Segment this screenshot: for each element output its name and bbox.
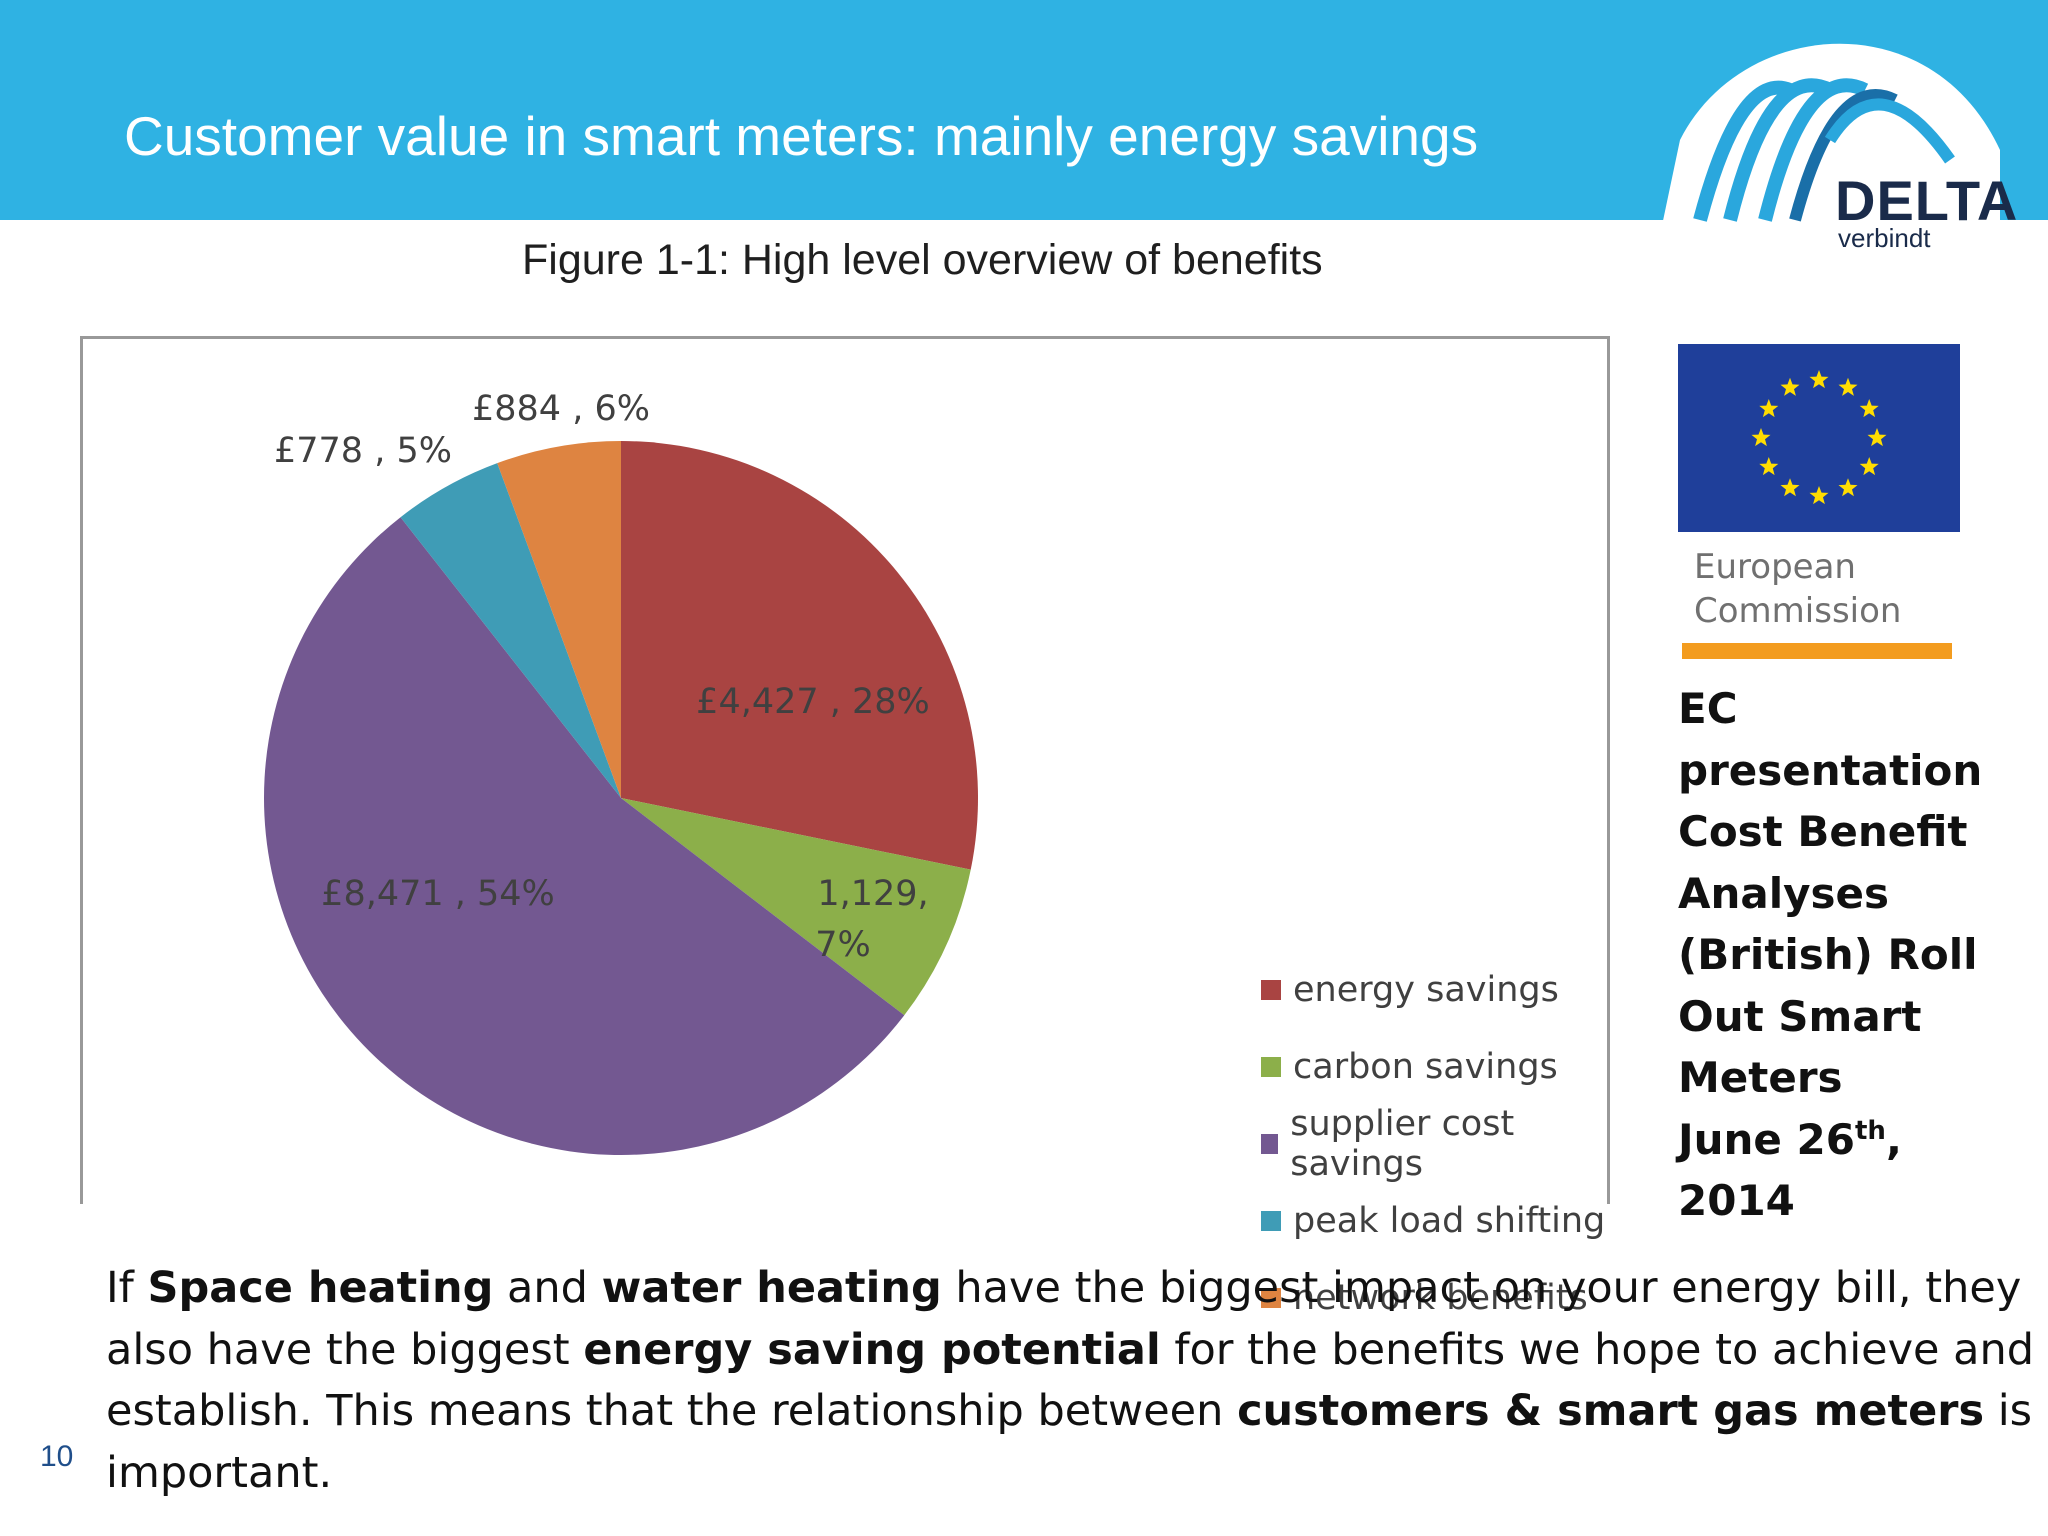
body-text-run: is important.	[106, 1386, 2033, 1498]
ec-note-date-text: June 26	[1678, 1114, 1855, 1164]
ec-note-date: June 26th,	[1678, 1109, 2008, 1171]
ec-star-icon	[1838, 377, 1858, 396]
ec-orange-bar	[1682, 643, 1952, 659]
ec-star-icon	[1809, 370, 1829, 389]
ec-note-line: presentation	[1678, 745, 1983, 795]
pie-slice-supplier-cost-savings	[264, 517, 905, 1155]
body-text-run: for the benefits we hope to achieve and …	[106, 1324, 2035, 1437]
pie-data-label: £884 , 6%	[472, 389, 650, 429]
pie-data-label: 1,129, 7%	[815, 874, 928, 965]
ec-note-line: Analyses	[1678, 868, 1890, 918]
delta-logo: DELTA verbindt	[1620, 30, 2048, 290]
pie-slice-network-benefits	[497, 441, 621, 798]
ec-note-line: (British) Roll	[1678, 930, 1978, 979]
ec-stars	[1751, 370, 1887, 505]
body-text-run: If	[106, 1263, 148, 1313]
legend-item: energy savings	[1261, 951, 1607, 1028]
ec-star-icon	[1780, 478, 1800, 497]
ec-note: EC presentation Cost Benefit Analyses (B…	[1678, 678, 2008, 1232]
body-paragraph: If Space heating and water heating have …	[106, 1258, 2036, 1504]
ec-star-icon	[1867, 428, 1887, 447]
legend-swatch	[1261, 979, 1281, 1000]
pie-slice-peak-load-shifting	[400, 463, 621, 798]
chart-legend: energy savings carbon savings supplier cos…	[1261, 951, 1607, 1336]
pie-data-label: £4,427 , 28%	[696, 682, 930, 722]
legend-item: network benefits	[1261, 1259, 1607, 1336]
legend-item: carbon savings	[1261, 1028, 1607, 1105]
ec-note-line: 2014	[1678, 1176, 1795, 1225]
slide-title: Customer value in smart meters: mainly e…	[124, 105, 1479, 167]
legend-label: network benefits	[1293, 1277, 1588, 1318]
ec-star-icon	[1809, 486, 1829, 505]
ec-note-date-comma: ,	[1885, 1114, 1902, 1164]
body-bold-run: energy saving potential	[583, 1324, 1161, 1375]
pie-slice-carbon-savings	[621, 798, 971, 1016]
ec-star-icon	[1859, 457, 1879, 476]
legend-swatch	[1261, 1133, 1279, 1154]
ec-flag	[1678, 344, 1960, 532]
legend-item: supplier cost savings	[1261, 1103, 1607, 1184]
figure-caption: Figure 1-1: High level overview of benef…	[522, 236, 1323, 284]
legend-swatch	[1261, 1287, 1281, 1308]
legend-swatch	[1261, 1056, 1281, 1077]
legend-label: supplier cost savings	[1290, 1103, 1515, 1184]
pie-data-label: £778 , 5%	[274, 431, 452, 471]
ec-logo-text-1: European	[1694, 547, 1856, 587]
pie-slice-energy-savings	[621, 441, 978, 870]
legend-label: peak load shifting	[1293, 1200, 1606, 1241]
ec-note-line: Out Smart	[1678, 991, 1922, 1041]
ec-star-icon	[1838, 478, 1858, 497]
ec-note-line: Meters	[1678, 1053, 1843, 1102]
delta-logo-word: DELTA	[1835, 169, 2019, 232]
ec-note-line: Cost Benefit	[1678, 807, 1968, 856]
legend-item: peak load shifting	[1261, 1182, 1607, 1259]
page-number: 10	[40, 1440, 74, 1473]
body-bold-run: Space heating	[147, 1263, 494, 1313]
ec-star-icon	[1759, 399, 1779, 418]
ec-star-icon	[1859, 399, 1879, 418]
body-text-run: and	[493, 1263, 602, 1313]
delta-logo-graphic	[1648, 43, 2000, 290]
ec-logo-text: European Commission	[1694, 545, 1901, 633]
body-bold-run: customers & smart gas meters	[1237, 1386, 1985, 1436]
delta-logo-sub: verbindt	[1838, 223, 1931, 253]
chart-frame: £4,427 , 28% 1,129, 7% £8,471 , 54% £778 , 5…	[80, 336, 1610, 1318]
ec-logo-text-2: Commission	[1694, 591, 1902, 631]
body-bold-run: water heating	[601, 1263, 942, 1313]
ec-note-line: EC	[1678, 684, 1738, 733]
legend-label: carbon savings	[1293, 1046, 1558, 1087]
body-text-run: have the biggest impact on your energy b…	[106, 1263, 2022, 1375]
ec-star-icon	[1780, 377, 1800, 396]
pie-chart: £4,427 , 28% 1,129, 7% £8,471 , 54% £778 , 5…	[264, 389, 978, 1155]
ec-star-icon	[1751, 428, 1771, 447]
ec-star-icon	[1759, 457, 1779, 476]
legend-label: energy savings	[1293, 969, 1559, 1010]
pie-data-label: £8,471 , 54%	[321, 874, 555, 914]
ec-note-date-sup: th	[1854, 1115, 1886, 1146]
legend-swatch	[1261, 1210, 1281, 1231]
